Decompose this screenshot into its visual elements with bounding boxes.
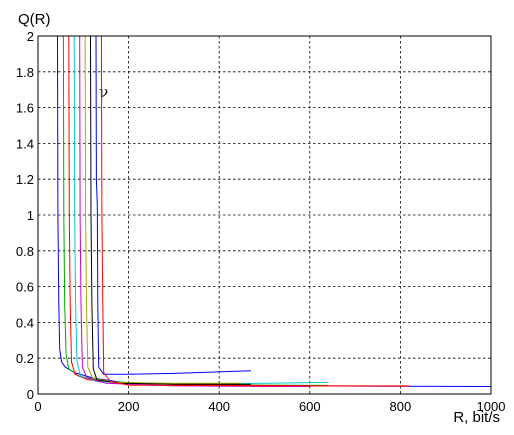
x-tick-label: 200 [118, 399, 140, 414]
series-line [95, 35, 251, 375]
y-tick-label: 1.4 [16, 136, 34, 151]
series-line [57, 35, 492, 387]
series-line [79, 35, 310, 387]
y-tick-label: 0.4 [16, 315, 34, 330]
series-line [68, 35, 410, 387]
y-tick-label: 0.2 [16, 351, 34, 366]
y-tick-label: 1.8 [16, 65, 34, 80]
y-tick-label: 0.8 [16, 244, 34, 259]
y-tick-label: 0 [27, 387, 34, 402]
y-tick-label: 0.6 [16, 280, 34, 295]
x-tick-label: 1000 [477, 399, 506, 414]
y-tick-label: 1.6 [16, 101, 34, 116]
series-line [84, 35, 242, 384]
plot-frame [37, 35, 492, 395]
x-tick-label: 600 [299, 399, 321, 414]
series-line [73, 35, 328, 385]
y-tick-label: 1 [27, 208, 34, 223]
series-line [100, 35, 410, 387]
x-tick-label: 800 [390, 399, 412, 414]
series-line [90, 35, 251, 385]
y-axis-title: Q(R) [18, 11, 51, 28]
tick-labels: 0 200 400 600 800 1000 0 0.2 0.4 0.6 0.8 1 1.2 1.4 1.6… [16, 29, 506, 414]
y-tick-label: 1.2 [16, 172, 34, 187]
series-group [57, 35, 492, 387]
x-tick-label: 0 [34, 399, 41, 414]
x-tick-label: 400 [208, 399, 230, 414]
x-axis-title: R, bit/s [453, 409, 500, 426]
nu-annotation: ν [99, 83, 108, 101]
grid [38, 36, 491, 394]
y-tick-label: 2 [27, 29, 34, 44]
